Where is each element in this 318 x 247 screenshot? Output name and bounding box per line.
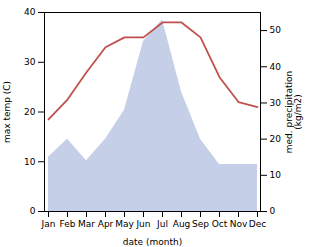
svg-text:Dec: Dec [249,219,266,229]
svg-text:0: 0 [270,206,276,216]
svg-text:Oct: Oct [212,219,228,229]
svg-text:30: 30 [270,98,282,108]
svg-text:0: 0 [30,206,36,216]
svg-text:40: 40 [270,62,282,72]
svg-text:Feb: Feb [60,219,76,229]
svg-text:Mar: Mar [78,219,95,229]
svg-text:Nov: Nov [230,219,248,229]
svg-text:30: 30 [24,57,36,67]
svg-text:40: 40 [24,7,36,17]
svg-text:May: May [115,219,134,229]
svg-text:20: 20 [24,107,36,117]
svg-text:50: 50 [270,25,282,35]
svg-text:Jun: Jun [135,219,150,229]
svg-text:Aug: Aug [173,219,191,229]
svg-text:20: 20 [270,134,282,144]
svg-text:date (month): date (month) [123,237,182,247]
svg-text:10: 10 [24,157,36,167]
svg-text:med. precipitation(kg/m2): med. precipitation(kg/m2) [284,71,303,153]
svg-text:Jan: Jan [41,219,56,229]
svg-text:Apr: Apr [98,219,114,229]
svg-text:Sep: Sep [192,219,209,229]
svg-text:10: 10 [270,170,282,180]
svg-text:max temp (C): max temp (C) [2,81,12,143]
svg-text:Jul: Jul [156,219,168,229]
